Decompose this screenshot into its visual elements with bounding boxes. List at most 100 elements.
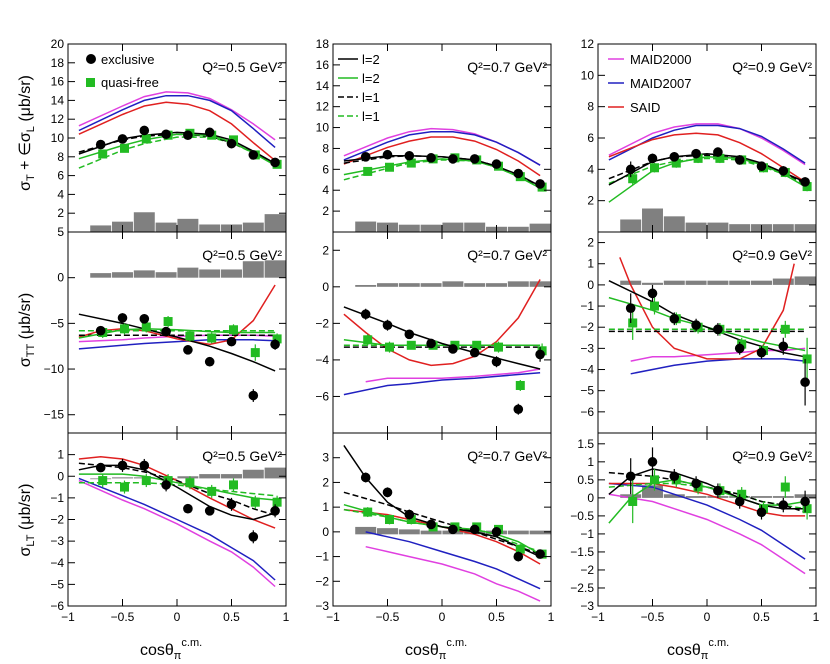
x-tick-label: −1	[591, 610, 605, 624]
y-tick-label: −3	[580, 599, 594, 613]
x-tick-label: −1	[326, 610, 340, 624]
x-tick-label: −0.5	[111, 610, 135, 624]
quasi-free-point	[98, 149, 108, 159]
y-tick-label: −3	[50, 534, 64, 548]
panel-r0-c2: 2 4 6 8 10 12 Q²=0.9 GeV²	[581, 37, 817, 233]
y-tick-label: −1	[580, 299, 594, 313]
systematic-bar	[199, 474, 221, 479]
systematic-bar	[264, 214, 286, 232]
exclusive-point	[360, 472, 371, 483]
x-tick-label: 0	[439, 610, 446, 624]
quasi-free-point	[363, 166, 373, 176]
curve-maid2007	[365, 531, 541, 590]
legend-quasi-free-marker	[86, 78, 95, 87]
panel-r2-c1: −3 −2 −1 0 1 2 3 −1 −0.5 0 0.5 1 Q²=0.7 GeV²	[315, 432, 555, 624]
systematic-bar	[242, 469, 264, 479]
exclusive-point	[713, 485, 723, 496]
y-tick-label: 1	[587, 455, 594, 469]
quasi-free-point	[737, 489, 747, 499]
exclusive-point	[713, 324, 723, 335]
y-tick-label: −3	[580, 341, 594, 355]
systematic-bar	[264, 260, 286, 278]
quasi-free-point	[207, 486, 217, 496]
exclusive-point	[117, 313, 128, 323]
quasi-free-point	[185, 331, 195, 341]
exclusive-point	[161, 129, 171, 140]
systematic-bar	[507, 226, 529, 232]
quasi-free-point	[802, 354, 812, 364]
quasi-free-point	[628, 174, 638, 184]
quasi-free-point	[120, 324, 129, 334]
systematic-bar	[442, 281, 464, 287]
quasi-free-point	[802, 182, 812, 192]
exclusive-point	[756, 161, 767, 171]
exclusive-point	[270, 339, 280, 350]
y-tick-label: −4	[315, 353, 329, 367]
y-tick-label: 0	[587, 278, 594, 292]
curve-maid2007	[78, 339, 276, 350]
y-tick-label: −6	[580, 405, 594, 419]
quasi-free-point	[494, 342, 503, 352]
systematic-bar	[685, 496, 707, 498]
exclusive-point	[625, 164, 636, 175]
curve-said	[343, 508, 541, 565]
y-tick-label: 6	[587, 131, 594, 145]
exclusive-point	[95, 325, 106, 336]
quasi-free-point	[250, 348, 260, 358]
q2-label: Q²=0.5 GeV²	[202, 59, 282, 75]
y-tick-label: −4	[580, 363, 594, 377]
exclusive-point	[625, 471, 636, 482]
systematic-bar	[177, 267, 199, 278]
x-tick-label: 0.5	[488, 610, 505, 624]
legend-exclusive-label: exclusive	[101, 52, 154, 67]
exclusive-point	[404, 150, 415, 161]
exclusive-point	[669, 313, 680, 324]
curve-maid2000	[365, 368, 541, 383]
exclusive-point	[469, 154, 480, 164]
exclusive-point	[491, 159, 502, 169]
y-tick-label: 0	[322, 525, 329, 539]
exclusive-point	[491, 356, 502, 367]
systematic-bar	[464, 283, 486, 287]
exclusive-point	[248, 150, 259, 160]
quasi-free-point	[141, 476, 151, 486]
y-tick-label: −6	[50, 599, 64, 613]
x-title-col2: cosθπc.m.	[405, 637, 467, 662]
exclusive-point	[248, 532, 259, 542]
exclusive-point	[713, 147, 723, 157]
quasi-free-point	[363, 335, 373, 345]
curve-said	[343, 279, 541, 367]
y-tick-label: 1	[322, 500, 329, 514]
y-tick-label: 20	[51, 37, 65, 51]
systematic-bar	[772, 224, 794, 232]
y-tick-label: 0.5	[577, 473, 594, 487]
systematic-bar	[199, 224, 221, 232]
y-tick-label: 14	[51, 93, 65, 107]
systematic-bar	[707, 222, 729, 232]
y-title-sigma-lt: σLT (μb/sr)	[17, 484, 37, 557]
exclusive-point	[800, 496, 810, 507]
exclusive-point	[734, 496, 745, 507]
x-title-col3: cosθπc.m.	[667, 637, 729, 662]
y-tick-label: 8	[57, 150, 64, 164]
systematic-bar	[398, 529, 420, 535]
quasi-free-point	[385, 342, 394, 352]
exclusive-point	[448, 344, 458, 354]
exclusive-point	[426, 519, 436, 530]
systematic-bar	[620, 219, 642, 232]
legend-fits: l=2 l=2 l=1 l=1	[338, 52, 380, 124]
systematic-bar	[420, 530, 442, 535]
x-tick-label: 1	[283, 610, 290, 624]
curve-l2-black	[608, 468, 806, 510]
y-tick-label: 4	[322, 183, 329, 197]
systematic-bar	[377, 528, 398, 535]
q2-label: Q²=0.9 GeV²	[732, 247, 812, 263]
y-tick-label: 6	[57, 169, 64, 183]
curve-said	[619, 257, 795, 360]
exclusive-point	[469, 347, 480, 358]
curve-l2-green	[343, 339, 541, 347]
systematic-bar	[663, 280, 685, 285]
y-tick-label: 4	[587, 162, 594, 176]
exclusive-point	[535, 349, 545, 360]
quasi-free-point	[715, 153, 725, 163]
